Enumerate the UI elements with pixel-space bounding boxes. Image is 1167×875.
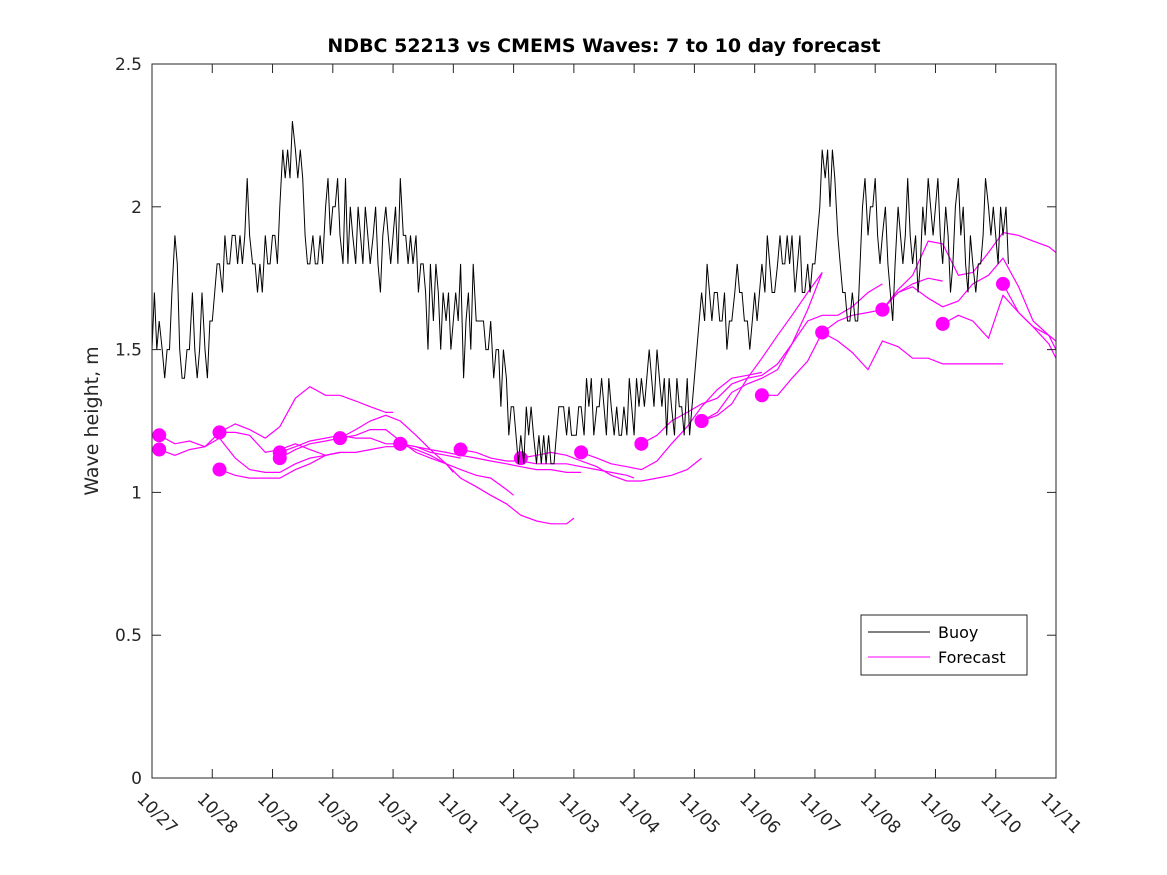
forecast-start-marker-16 [815,325,830,340]
forecast-start-marker-6 [333,431,348,446]
forecast-start-marker-14 [694,414,709,428]
y-tick-label: 1.5 [115,341,142,361]
forecast-line-6 [339,429,514,496]
forecast-line-10 [520,451,702,482]
forecast-start-marker-15 [754,388,769,403]
legend-label-buoy: Buoy [938,623,978,642]
forecast-start-marker-20 [995,276,1010,291]
forecast-line-11 [580,371,763,471]
legend-label-forecast: Forecast [938,648,1006,667]
forecast-line-20 [1002,283,1056,359]
forecast-start-marker-10 [513,451,528,466]
forecast-line-0 [158,431,341,456]
forecast-start-marker-1 [152,442,167,457]
forecast-line-15 [761,277,943,396]
legend: Buoy Forecast [860,614,1028,676]
forecast-start-marker-0 [152,428,167,443]
forecast-start-marker-9 [453,442,468,457]
y-tick-label: 2.5 [115,55,142,75]
series-layer [152,121,1056,525]
forecast-start-marker-18 [875,302,890,317]
buoy-line [152,121,1009,465]
y-tick-label: 0 [131,769,142,789]
forecast-start-marker-8 [393,436,408,451]
forecast-start-marker-5 [272,451,287,466]
forecast-line-8 [400,443,582,473]
forecast-line-7 [400,443,575,525]
forecast-start-marker-19 [935,316,950,331]
axes-box [151,63,1057,779]
y-tick-label: 0.5 [115,626,142,646]
legend-box [860,614,1028,676]
forecast-start-marker-11 [574,445,589,460]
forecast-line-1 [158,437,341,473]
ticks-layer [151,63,1057,779]
forecast-start-marker-2 [212,425,227,440]
forecast-line-16 [821,331,1003,371]
chart-title: NDBC 52213 vs CMEMS Waves: 7 to 10 day f… [327,35,880,57]
forecast-line-13 [701,283,883,422]
forecast-line-3 [219,446,401,479]
y-tick-label: 2 [131,198,142,218]
forecast-line-2 [219,385,394,439]
forecast-line-4 [279,434,461,459]
y-tick-label: 1 [131,483,142,503]
forecast-start-marker-3 [212,462,227,477]
forecast-line-18 [881,257,1056,350]
forecast-start-marker-12 [634,436,649,451]
forecast-line-19 [942,294,1056,342]
forecast-line-17 [881,231,1056,310]
y-axis-label: Wave height, m [81,346,103,495]
forecast-line-14 [701,272,823,422]
